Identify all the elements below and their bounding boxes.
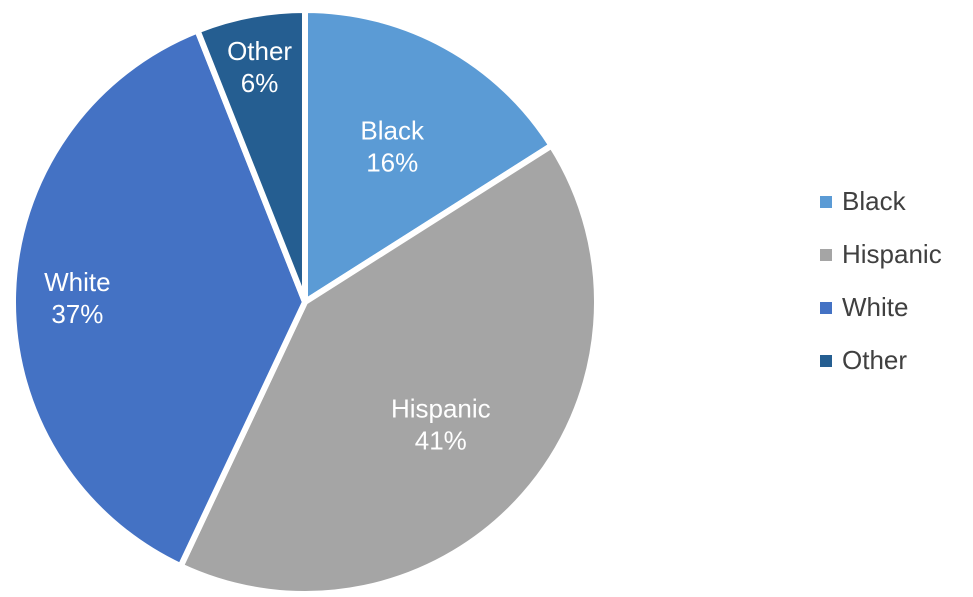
- slice-label-white: White 37%: [44, 267, 110, 329]
- legend-label: White: [842, 292, 909, 322]
- pie-slice-other: [193, 6, 308, 304]
- legend-swatch: [820, 248, 832, 261]
- slice-value-label: 16%: [366, 147, 418, 177]
- legend-item-black: Black: [820, 175, 942, 228]
- slice-value-label: 6%: [241, 68, 279, 98]
- slice-category-label: Other: [227, 36, 292, 66]
- slice-label-black: Black 16%: [360, 115, 425, 177]
- legend-item-hispanic: Hispanic: [820, 228, 942, 281]
- legend: Black Hispanic White Other: [820, 175, 942, 387]
- slice-category-label: Hispanic: [391, 394, 491, 424]
- slice-label-other: Other 6%: [227, 36, 292, 98]
- legend-swatch: [820, 301, 832, 314]
- pie-slice-hispanic: [176, 141, 600, 597]
- pie-slice-black: [302, 6, 556, 308]
- slice-category-label: Black: [360, 115, 425, 145]
- pie-slices: [10, 6, 600, 597]
- legend-item-white: White: [820, 281, 942, 334]
- legend-label: Hispanic: [842, 239, 942, 269]
- legend-label: Black: [842, 186, 906, 216]
- legend-swatch: [820, 354, 832, 367]
- legend-swatch: [820, 195, 832, 208]
- legend-item-other: Other: [820, 334, 942, 387]
- legend-label: Other: [842, 345, 908, 375]
- pie-slice-white: [10, 26, 309, 571]
- pie-labels: Black 16% Hispanic 41% White 37% Other 6%: [44, 36, 491, 456]
- slice-label-hispanic: Hispanic 41%: [391, 394, 491, 456]
- slice-value-label: 37%: [51, 299, 103, 329]
- slice-value-label: 41%: [415, 426, 467, 456]
- slice-category-label: White: [44, 267, 110, 297]
